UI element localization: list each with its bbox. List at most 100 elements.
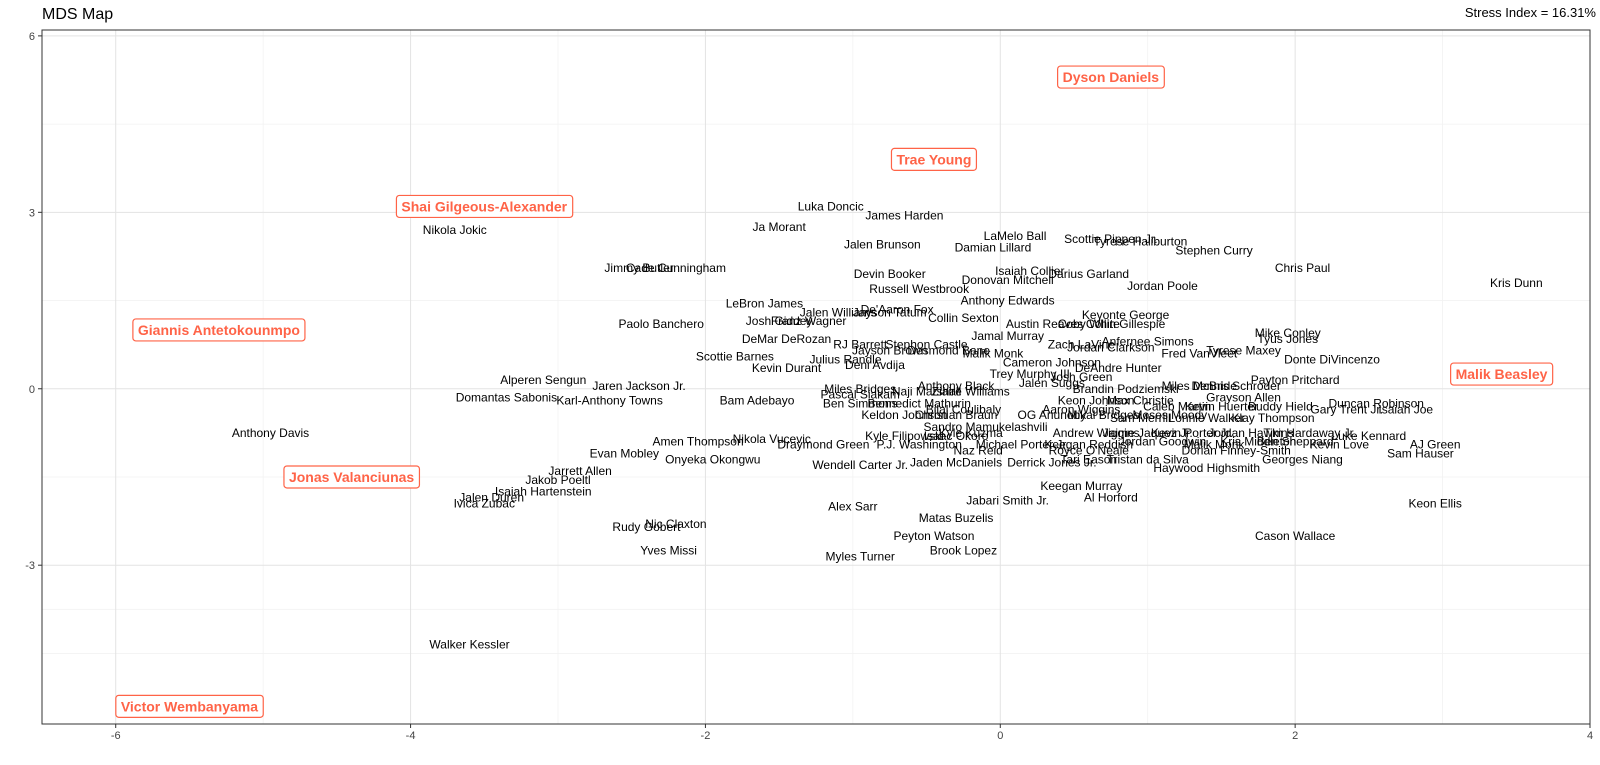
point-label: Fred VanVleet	[1161, 346, 1237, 360]
axes: -6 -4 -2 0 2 4 -3 0 3 6	[25, 31, 1593, 742]
point-label: Rudy Gobert	[612, 520, 681, 534]
point-label: Tristan da Silva	[1107, 452, 1190, 466]
highlight-text: Trae Young	[896, 151, 971, 167]
highlight-box	[1450, 362, 1554, 386]
point-label: Walker Kessler	[429, 638, 509, 652]
point-label: Franz Wagner	[771, 314, 847, 328]
point-label: Gary Trent Jr.	[1310, 402, 1383, 416]
point-label: Jamal Murray	[971, 329, 1044, 343]
highlight-label: Shai Gilgeous-Alexander	[395, 194, 574, 219]
point-label: Jordan Poole	[1127, 279, 1198, 293]
point-label: Devin Booker	[854, 267, 926, 281]
x-tick-label: 0	[997, 730, 1003, 742]
point-label: Dorian Finney-Smith	[1181, 444, 1290, 458]
point-label: Julius Randle	[809, 352, 881, 366]
point-label: Damian Lillard	[955, 241, 1032, 255]
point-label: Tyus Jones	[1257, 332, 1318, 346]
point-label: Tyrese Haliburton	[1093, 235, 1187, 249]
point-label: Russell Westbrook	[869, 282, 970, 296]
point-label: Brandin Podziemski	[1073, 382, 1179, 396]
point-label: Naz Reid	[953, 444, 1002, 458]
highlight-label: Malik Beasley	[1450, 362, 1554, 386]
point-label: Anthony Edwards	[961, 294, 1055, 308]
point-label: Jordan Clarkson	[1067, 341, 1154, 355]
point-label: Miles McBride	[1162, 379, 1238, 393]
y-tick-label: 0	[29, 384, 35, 396]
point-label: Kyle Kuzma	[939, 426, 1003, 440]
point-label: Keon Johnson	[1058, 394, 1135, 408]
point-label: Jakob Poeltl	[525, 473, 590, 487]
point-label: Jarrett Allen	[548, 464, 611, 478]
point-label: Keegan Reddish	[1044, 438, 1133, 452]
point-label: Wendell Carter Jr.	[812, 458, 908, 472]
point-label: LeBron James	[726, 296, 803, 310]
point-label: Kris Dunn	[1490, 276, 1543, 290]
x-tick-label: -2	[701, 730, 711, 742]
point-label: Domantas Sabonis	[456, 391, 557, 405]
point-label: Sandro Mamukelashvili	[924, 420, 1048, 434]
point-label: Zach LaVine	[1048, 338, 1115, 352]
highlight-box	[890, 147, 978, 171]
point-label: LaMelo Ball	[984, 229, 1047, 243]
highlight-label: Giannis Antetokounmpo	[132, 318, 306, 342]
highlight-box	[115, 694, 264, 718]
point-label: Ivica Zubac	[454, 496, 515, 510]
point-label: Jalen Suggs	[1019, 376, 1085, 390]
point-label: Buddy Hield	[1248, 399, 1313, 413]
point-label: Jaren Jackson Jr.	[592, 379, 685, 393]
point-label: Jaden McDaniels	[910, 455, 1002, 469]
point-label: Nic Claxton	[645, 517, 706, 531]
point-label: Brook Lopez	[930, 544, 997, 558]
point-label: Josh Green	[1050, 370, 1112, 384]
point-label: RJ Barrett	[833, 338, 888, 352]
point-label: Cason Wallace	[1255, 529, 1336, 543]
point-label: Mikal Bridges	[1067, 408, 1139, 422]
point-label: Deni Avdija	[845, 358, 905, 372]
point-label: Mike Conley	[1255, 326, 1321, 340]
point-label: Luka Doncic	[798, 199, 864, 213]
point-label: DeAndre Hunter	[1075, 361, 1162, 375]
x-tick-label: -4	[406, 730, 416, 742]
point-label: Isaiah Joe	[1378, 402, 1433, 416]
point-label: Royce O'Neale	[1049, 444, 1130, 458]
point-label: Klay Thompson	[1231, 411, 1314, 425]
point-label: Stephen Curry	[1175, 244, 1252, 258]
point-label: Stephon Castle	[886, 338, 968, 352]
point-label: Malik Monk	[1184, 438, 1246, 452]
point-label: Cade Cunningham	[626, 261, 726, 275]
point-label: Keegan Murray	[1040, 479, 1122, 493]
x-tick-label: 2	[1292, 730, 1298, 742]
point-label: OG Anunoby	[1018, 408, 1087, 422]
point-label: Kevin Porter Jr.	[1151, 426, 1233, 440]
point-label: Al Horford	[1084, 491, 1138, 505]
point-label: Ziaire Williams	[932, 385, 1010, 399]
point-label: Christian Braun	[915, 408, 998, 422]
point-label: Jordan Goodwin	[1119, 435, 1206, 449]
point-label: Luke Kennard	[1331, 429, 1406, 443]
point-label: Desmond Bane	[907, 344, 990, 358]
highlight-box	[395, 194, 574, 219]
highlight-box	[1057, 65, 1165, 89]
point-label: Jalen Williams	[800, 305, 877, 319]
point-label: Payton Pritchard	[1251, 373, 1340, 387]
point-label: Kevin Durant	[752, 361, 822, 375]
highlight-label: Victor Wembanyama	[115, 694, 264, 718]
point-label: Bam Adebayo	[720, 394, 795, 408]
highlight-text: Victor Wembanyama	[121, 698, 258, 714]
point-label: Amen Thompson	[652, 435, 743, 449]
point-label: Anthony Black	[918, 379, 996, 393]
point-label: Ben Sheppard	[1257, 435, 1334, 449]
point-label: Isaiah Collier	[995, 264, 1064, 278]
point-label: Kris Middleton	[1220, 435, 1296, 449]
point-label: Derrick Jones Jr.	[1007, 455, 1096, 469]
point-label: Ja Morant	[752, 220, 806, 234]
point-label: Scottie Pippen Jr.	[1064, 232, 1157, 246]
point-label: Lonnie Walker	[1169, 411, 1245, 425]
point-label: Trey Murphy III	[990, 367, 1070, 381]
point-label: Evan Mobley	[590, 446, 659, 460]
point-label: Austin Reaves	[1006, 317, 1083, 331]
point-label: Scottie Barnes	[696, 349, 774, 363]
point-label: Myles Turner	[826, 549, 895, 563]
y-tick-label: 3	[29, 207, 35, 219]
